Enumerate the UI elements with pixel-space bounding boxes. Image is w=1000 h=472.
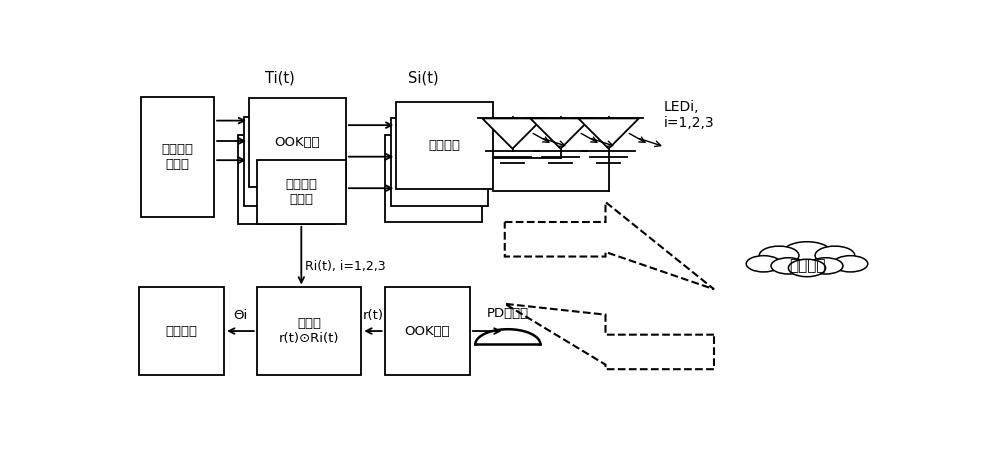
FancyBboxPatch shape: [249, 99, 346, 187]
Text: 驱动电路: 驱动电路: [429, 139, 461, 152]
Text: PD接收机: PD接收机: [487, 307, 529, 320]
Circle shape: [808, 258, 843, 274]
FancyBboxPatch shape: [385, 135, 482, 222]
Text: Ri(t), i=1,2,3: Ri(t), i=1,2,3: [305, 260, 385, 273]
FancyBboxPatch shape: [139, 287, 224, 375]
Circle shape: [782, 242, 832, 265]
FancyBboxPatch shape: [244, 117, 340, 206]
Text: 相关器
r(t)⊙Ri(t): 相关器 r(t)⊙Ri(t): [279, 317, 339, 345]
Polygon shape: [505, 304, 714, 369]
Circle shape: [788, 259, 826, 277]
Circle shape: [759, 246, 799, 265]
Text: 本地序列
发生器: 本地序列 发生器: [285, 178, 317, 206]
Polygon shape: [505, 202, 714, 289]
Text: 光地址码
发生器: 光地址码 发生器: [161, 143, 193, 170]
FancyBboxPatch shape: [396, 102, 493, 189]
Polygon shape: [578, 118, 639, 149]
FancyBboxPatch shape: [257, 287, 361, 375]
Circle shape: [815, 246, 855, 265]
Text: 定位模块: 定位模块: [166, 325, 198, 337]
Polygon shape: [530, 118, 591, 149]
Circle shape: [833, 256, 868, 272]
Circle shape: [746, 256, 781, 272]
Text: Si(t): Si(t): [408, 71, 439, 86]
Text: OOK解调: OOK解调: [404, 325, 450, 337]
Text: OOK调制: OOK调制: [275, 136, 320, 150]
FancyBboxPatch shape: [140, 97, 214, 217]
FancyBboxPatch shape: [391, 118, 488, 206]
Text: Ti(t): Ti(t): [265, 71, 295, 86]
Text: 无线信道: 无线信道: [789, 258, 825, 273]
Text: LEDi,
i=1,2,3: LEDi, i=1,2,3: [664, 100, 714, 130]
FancyBboxPatch shape: [238, 135, 335, 224]
Text: Θi: Θi: [233, 309, 248, 322]
Circle shape: [771, 258, 806, 274]
Polygon shape: [482, 118, 543, 149]
FancyBboxPatch shape: [385, 287, 470, 375]
FancyBboxPatch shape: [257, 160, 346, 224]
Text: r(t): r(t): [363, 309, 384, 322]
